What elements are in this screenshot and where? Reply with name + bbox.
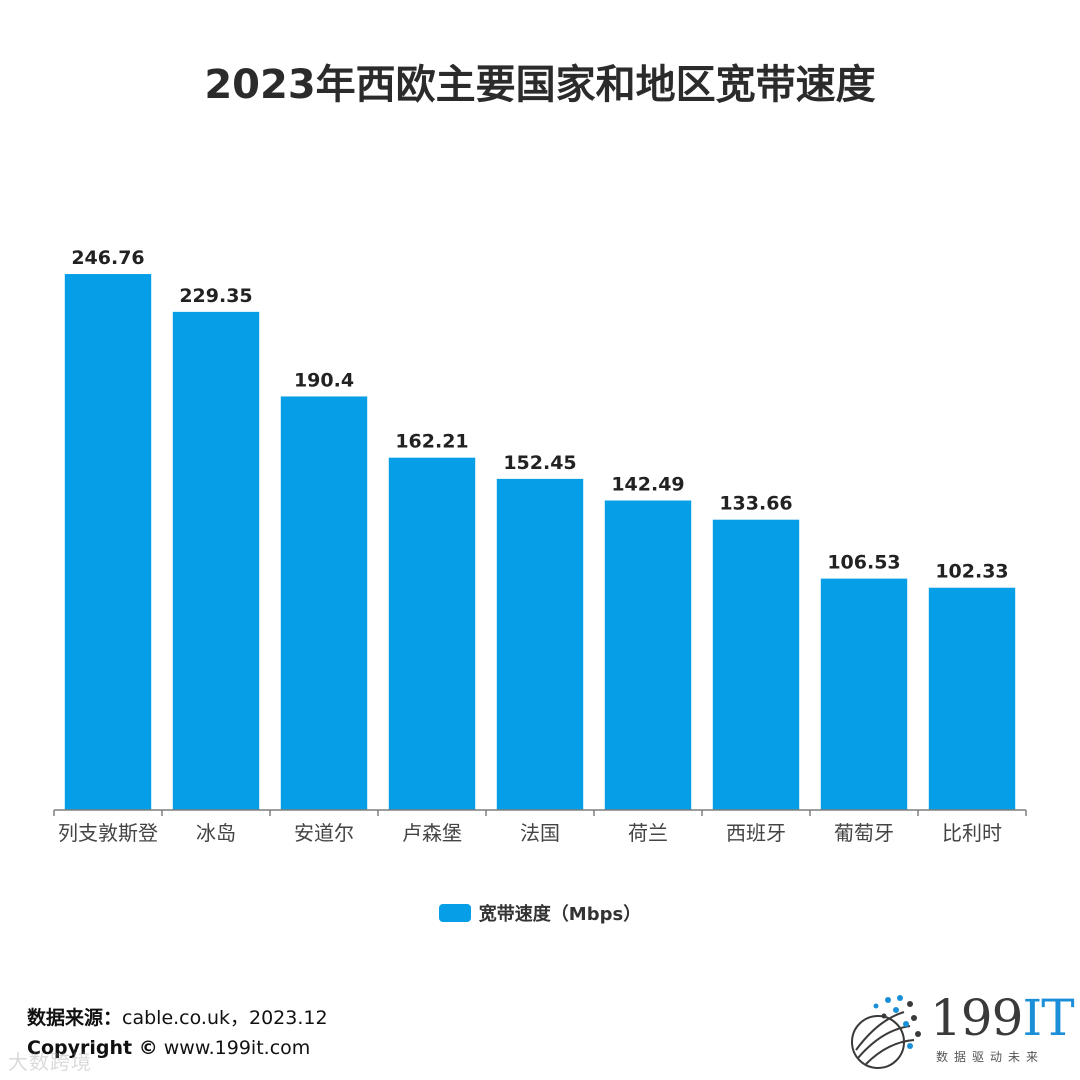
value-label-0: 246.76 [71, 247, 144, 269]
data-source: 数据来源：cable.co.uk，2023.12 [27, 1003, 328, 1030]
logo-number: 199 [930, 989, 1023, 1047]
x-axis [53, 809, 1027, 816]
value-label-4: 152.45 [503, 452, 576, 474]
category-label-4: 法国 [520, 821, 560, 845]
source-text: cable.co.uk，2023.12 [122, 1007, 328, 1029]
value-labels-group: 246.76 229.35 190.4 162.21 152.45 142.49 133.6… [71, 247, 1008, 583]
value-label-8: 102.33 [935, 561, 1008, 583]
category-labels-group: 列支敦斯登 冰岛 安道尔 卢森堡 法国 荷兰 西班牙 葡萄牙 比利时 [58, 821, 1002, 845]
value-label-6: 133.66 [719, 493, 792, 515]
logo-it: IT [1022, 989, 1074, 1047]
bar-4 [496, 478, 584, 810]
copyright-label: Copyright © [27, 1037, 158, 1059]
value-label-2: 190.4 [294, 369, 354, 391]
category-label-5: 荷兰 [628, 821, 668, 845]
value-label-5: 142.49 [611, 474, 684, 496]
category-label-1: 冰岛 [196, 821, 236, 845]
logo-slogan: 数据驱动未来 [936, 1050, 1045, 1064]
bar-chart: 246.76 229.35 190.4 162.21 152.45 142.49 133.6… [53, 247, 1027, 845]
category-label-6: 西班牙 [726, 821, 786, 845]
category-label-2: 安道尔 [294, 821, 354, 845]
value-label-3: 162.21 [395, 431, 468, 453]
bars-group [64, 274, 1016, 810]
bar-6 [712, 519, 800, 810]
category-label-8: 比利时 [942, 821, 1002, 845]
logo-text: 199IT [930, 989, 1075, 1047]
value-label-1: 229.35 [179, 285, 252, 307]
bar-8 [928, 587, 1016, 810]
legend: 宽带速度（Mbps） [0, 900, 1080, 926]
bar-3 [388, 457, 476, 810]
legend-label: 宽带速度（Mbps） [478, 904, 642, 925]
copyright-url: www.199it.com [157, 1037, 311, 1059]
chart-title: 2023年西欧主要国家和地区宽带速度 [204, 62, 876, 108]
logo-dots-icon [851, 995, 921, 1069]
bar-0 [64, 274, 152, 810]
watermark: 大数跨境 [8, 1050, 92, 1074]
source-label: 数据来源： [27, 1007, 123, 1029]
bar-1 [172, 311, 260, 810]
category-label-7: 葡萄牙 [834, 821, 894, 845]
bar-5 [604, 500, 692, 810]
legend-swatch [438, 904, 471, 922]
logo: 199IT 数据驱动未来 [848, 990, 1075, 1070]
category-label-0: 列支敦斯登 [58, 821, 158, 845]
bar-7 [820, 578, 908, 810]
bar-2 [280, 396, 368, 810]
category-label-3: 卢森堡 [402, 821, 462, 845]
copyright: Copyright © www.199it.com [27, 1037, 310, 1059]
value-label-7: 106.53 [827, 552, 900, 574]
